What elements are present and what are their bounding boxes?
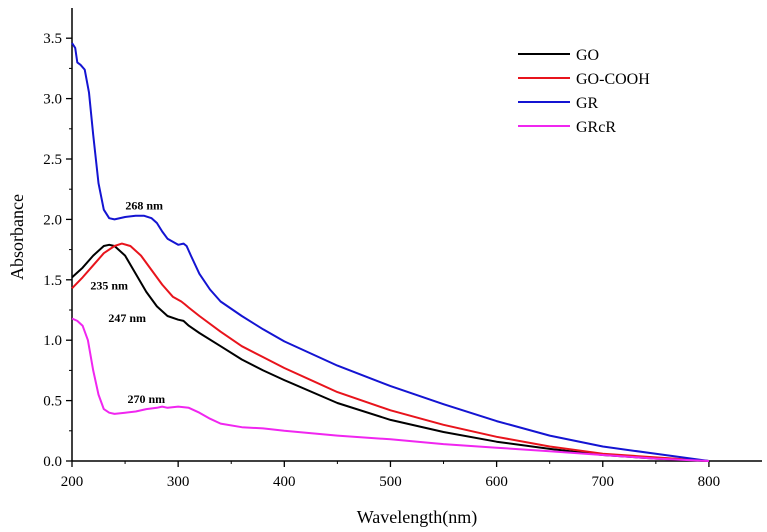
plot-frame [71, 8, 762, 462]
x-axis-title: Wavelength(nm) [357, 507, 478, 528]
peak-annotation: 270 nm [127, 392, 165, 406]
peak-annotation: 235 nm [90, 278, 128, 292]
x-tick-label: 700 [592, 474, 615, 490]
series-line-go [71, 243, 709, 462]
legend-label: GR [576, 95, 599, 112]
legend-label: GRcR [576, 119, 616, 136]
legend-label: GO [576, 47, 599, 64]
axis-ticks: 200 300 400 500 600 700 800 0.0 0.5 1.0 1.5 2.0 2.5 3… [43, 31, 720, 490]
x-tick-label: 200 [61, 474, 84, 490]
x-tick-label: 800 [698, 474, 721, 490]
y-tick-label: 3.5 [43, 31, 62, 47]
annotation-layer: 268 nm 235 nm 247 nm 270 nm [90, 199, 165, 406]
legend: GO GO-COOH GR GRcR [518, 47, 650, 136]
series-layer [71, 42, 710, 462]
y-tick-label: 0.0 [43, 454, 62, 470]
peak-annotation: 268 nm [125, 199, 163, 213]
peak-annotation: 247 nm [108, 311, 146, 325]
x-tick-label: 500 [379, 474, 402, 490]
y-tick-label: 3.0 [43, 92, 62, 108]
y-tick-label: 1.0 [43, 333, 62, 349]
x-tick-label: 300 [167, 474, 190, 490]
y-axis-title: Absorbance [7, 194, 27, 280]
series-line-grcr [71, 317, 709, 462]
y-tick-label: 2.5 [43, 152, 62, 168]
legend-label: GO-COOH [576, 71, 650, 88]
series-line-gr [71, 42, 710, 462]
series-line-go-cooh [71, 242, 709, 462]
y-tick-label: 0.5 [43, 394, 62, 410]
x-tick-label: 400 [273, 474, 296, 490]
y-tick-label: 1.5 [43, 273, 62, 289]
x-tick-label: 600 [485, 474, 508, 490]
y-tick-label: 2.0 [43, 212, 62, 228]
